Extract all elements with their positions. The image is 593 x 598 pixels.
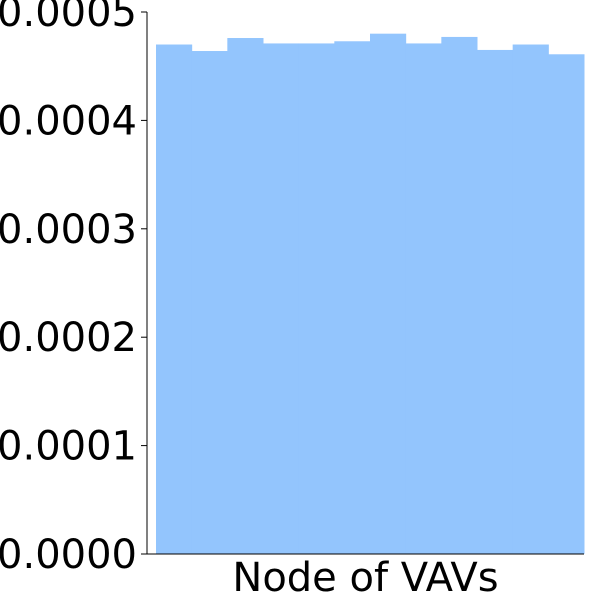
- y-tick-label: 0.0004: [0, 98, 137, 144]
- y-tick-label: 0.0005: [0, 0, 137, 36]
- histogram-bar: [405, 43, 442, 554]
- histogram-bar: [298, 43, 335, 554]
- histogram-bar: [512, 44, 549, 555]
- histogram-bar: [334, 41, 371, 554]
- histogram-bar: [227, 38, 264, 554]
- histogram-bar: [191, 51, 228, 555]
- histogram-bar: [156, 44, 193, 555]
- histogram-bar: [548, 54, 585, 554]
- histogram-bar: [370, 33, 407, 555]
- y-tick-label: 0.0001: [0, 424, 137, 470]
- bars-group: [156, 33, 585, 555]
- histogram-bar: [263, 43, 300, 554]
- histogram-bar: [477, 49, 514, 554]
- y-tick-label: 0.0002: [0, 315, 137, 361]
- x-axis-label: Node of VAVs: [232, 555, 498, 598]
- histogram-bar: [441, 36, 478, 555]
- y-tick-label: 0.0003: [0, 207, 137, 253]
- y-axis-ticks: 0.0000 0.0001 0.0002 0.0003 0.0004 0.0005: [0, 0, 147, 578]
- y-tick-label: 0.0000: [0, 532, 137, 578]
